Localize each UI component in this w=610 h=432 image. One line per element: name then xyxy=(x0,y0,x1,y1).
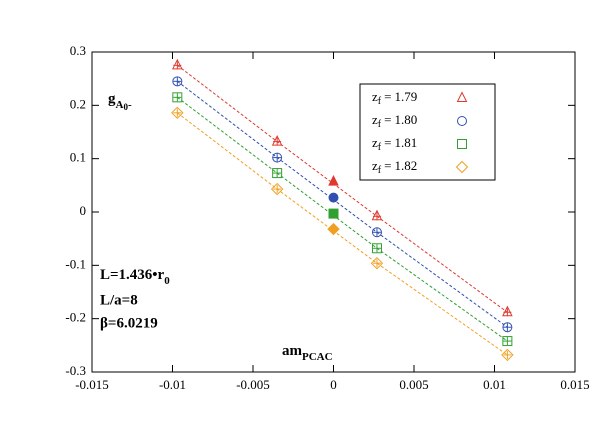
y-tick-label: -0.2 xyxy=(65,310,86,325)
y-tick-label: 0 xyxy=(80,203,87,218)
y-tick-label: 0.1 xyxy=(70,150,86,165)
y-axis-label: gA0- xyxy=(108,91,132,112)
x-tick-label: -0.005 xyxy=(236,377,270,392)
x-tick-label: 0.015 xyxy=(560,377,589,392)
x-tick-label: 0 xyxy=(330,377,337,392)
fit-line xyxy=(177,80,508,328)
marker xyxy=(328,192,339,203)
marker xyxy=(371,227,382,238)
marker xyxy=(502,322,513,333)
legend-label: zf = 1.82 xyxy=(372,158,417,176)
legend-box xyxy=(359,83,496,181)
marker xyxy=(172,76,183,87)
legend-marker xyxy=(457,139,467,149)
marker xyxy=(370,256,384,270)
marker xyxy=(327,222,340,236)
annotation: β=6.0219 xyxy=(100,315,158,331)
marker xyxy=(328,208,339,219)
legend-marker xyxy=(456,91,468,102)
marker xyxy=(171,106,184,120)
fit-line xyxy=(177,64,508,313)
marker xyxy=(502,336,513,347)
annotation: L/a=8 xyxy=(100,292,138,308)
y-tick-label: 0.2 xyxy=(70,96,86,111)
legend-label: zf = 1.81 xyxy=(372,135,417,153)
marker xyxy=(272,152,283,163)
legend-label: zf = 1.79 xyxy=(372,89,417,107)
marker xyxy=(501,348,514,362)
marker xyxy=(371,243,382,254)
x-tick-label: 0.005 xyxy=(399,377,428,392)
x-tick-label: -0.01 xyxy=(159,377,186,392)
legend-marker xyxy=(455,160,469,174)
x-tick-label: 0.01 xyxy=(483,377,506,392)
annotation: L=1.436•r0 xyxy=(100,267,170,286)
y-tick-label: 0.3 xyxy=(70,43,86,58)
legend-marker xyxy=(457,116,467,126)
marker xyxy=(272,168,283,179)
marker xyxy=(270,182,284,196)
y-tick-label: -0.1 xyxy=(65,256,86,271)
fit-line xyxy=(177,112,508,356)
x-tick-label: -0.015 xyxy=(75,377,109,392)
marker xyxy=(172,92,183,103)
y-tick-label: -0.3 xyxy=(65,363,86,378)
fit-line xyxy=(177,96,508,342)
marker xyxy=(328,174,339,186)
x-axis-label: amPCAC xyxy=(282,343,333,362)
legend-label: zf = 1.80 xyxy=(372,112,417,130)
